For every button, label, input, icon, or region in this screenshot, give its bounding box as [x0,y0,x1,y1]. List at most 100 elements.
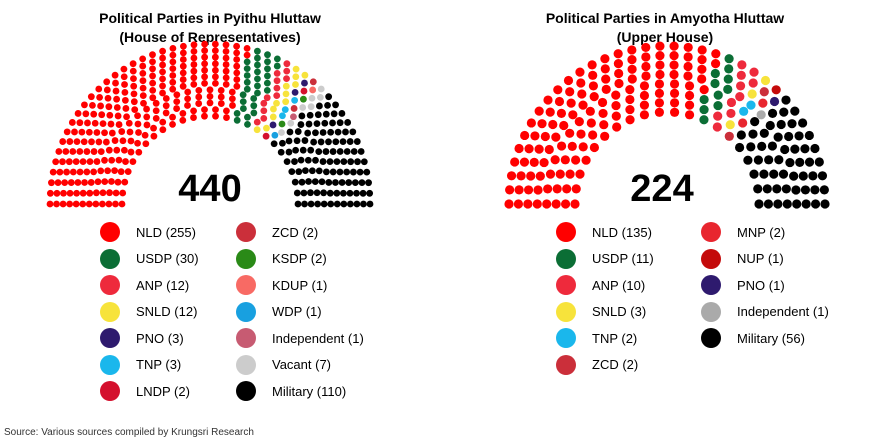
seat-nld [101,156,108,164]
seat-nld [59,158,66,166]
seat-nld [195,86,203,94]
legend-swatch [701,328,721,349]
seat-nld [565,169,575,179]
legend-swatch [556,328,576,349]
seat-tnp [279,112,286,120]
seat-military [792,199,802,209]
legend-label: TNP (2) [592,330,638,346]
seat-nld [529,157,539,167]
source-note: Source: Various sources compiled by Krun… [4,427,254,438]
seat-nld [112,87,120,95]
seat-nld [127,148,135,156]
seat-usdp [243,85,251,93]
seat-nld [526,171,536,181]
seat-nld [222,47,230,55]
seat-military [301,200,308,208]
seat-nld [568,110,578,120]
seat-military [346,138,354,145]
seat-anp [283,75,290,82]
legend-swatch [556,222,576,243]
seat-nld [66,189,74,197]
seat-military [753,155,763,165]
seat-nld [121,81,128,88]
seat-nld [103,86,111,94]
seat-military [343,168,351,176]
seat-nld [149,86,157,94]
seat-military [308,167,316,175]
seat-nld [179,82,187,90]
seat-nld [597,97,608,108]
seat-nld [684,100,695,110]
seat-snld [301,71,309,79]
seat-nld [589,92,599,102]
legend-swatch [100,354,120,375]
legend-label: SNLD (3) [592,304,647,320]
seat-nld [639,81,650,91]
seat-military [353,200,361,208]
seat-military [300,189,308,197]
seat-military [350,148,358,155]
seat-nld [641,42,651,53]
seat-military [785,157,795,168]
seat-military [763,199,774,209]
seat-snld [747,89,757,99]
seat-nld [169,65,177,73]
seat-nld [125,119,133,127]
legend-item-anp: ANP (12) [100,272,199,299]
legend-item-pno: PNO (1) [701,272,829,299]
legend-swatch [556,354,576,375]
seat-military [314,200,322,208]
seat-nld [542,199,552,209]
seat-nld [135,148,143,156]
seat-military [343,148,351,155]
seat-zcd [309,78,317,86]
seat-pno [301,79,308,87]
seat-nld [524,144,534,154]
seat-nld [516,171,526,181]
seat-nld [99,120,107,128]
legend-item-independent: Independent (1) [236,325,364,352]
seat-nld [159,47,166,55]
seat-lndp [262,132,270,140]
seat-nld [575,67,585,77]
seat-nld [684,90,695,101]
seat-nld [114,178,122,186]
seat-nld [588,130,598,140]
seat-military [312,156,319,164]
legend-swatch [701,248,721,269]
seat-nld [601,74,611,84]
seat-nld [129,60,137,68]
seat-military [319,129,327,136]
seat-nld [104,94,112,102]
seat-military [790,106,800,116]
seat-nld [111,167,118,175]
seat-zcd [759,87,769,97]
seat-military [330,110,338,118]
legend-item-usdp: USDP (11) [556,246,654,273]
seat-military [753,184,763,194]
seat-nld [90,110,98,118]
seat-zcd [290,105,298,112]
legend-label: ZCD (2) [272,224,319,240]
seat-military [322,110,330,118]
seat-nld [86,158,94,165]
seat-nld [159,61,166,69]
seat-military [801,199,811,209]
seat-military [353,138,361,145]
seat-nld [543,95,553,105]
seat-nld [201,60,209,68]
seat-nld [697,45,707,55]
seat-nld [534,144,544,154]
seat-nld [697,74,707,84]
seat-nld [576,129,586,139]
seat-nld [520,130,530,141]
seat-nld [52,158,60,166]
seat-military [748,129,758,139]
seat-nld [83,148,91,155]
seat-nld [104,167,112,175]
seat-nld [654,79,665,89]
legend-label: KDUP (1) [272,277,328,293]
seat-military [767,108,778,118]
seat-nld [56,168,64,176]
seat-nld [126,128,134,136]
